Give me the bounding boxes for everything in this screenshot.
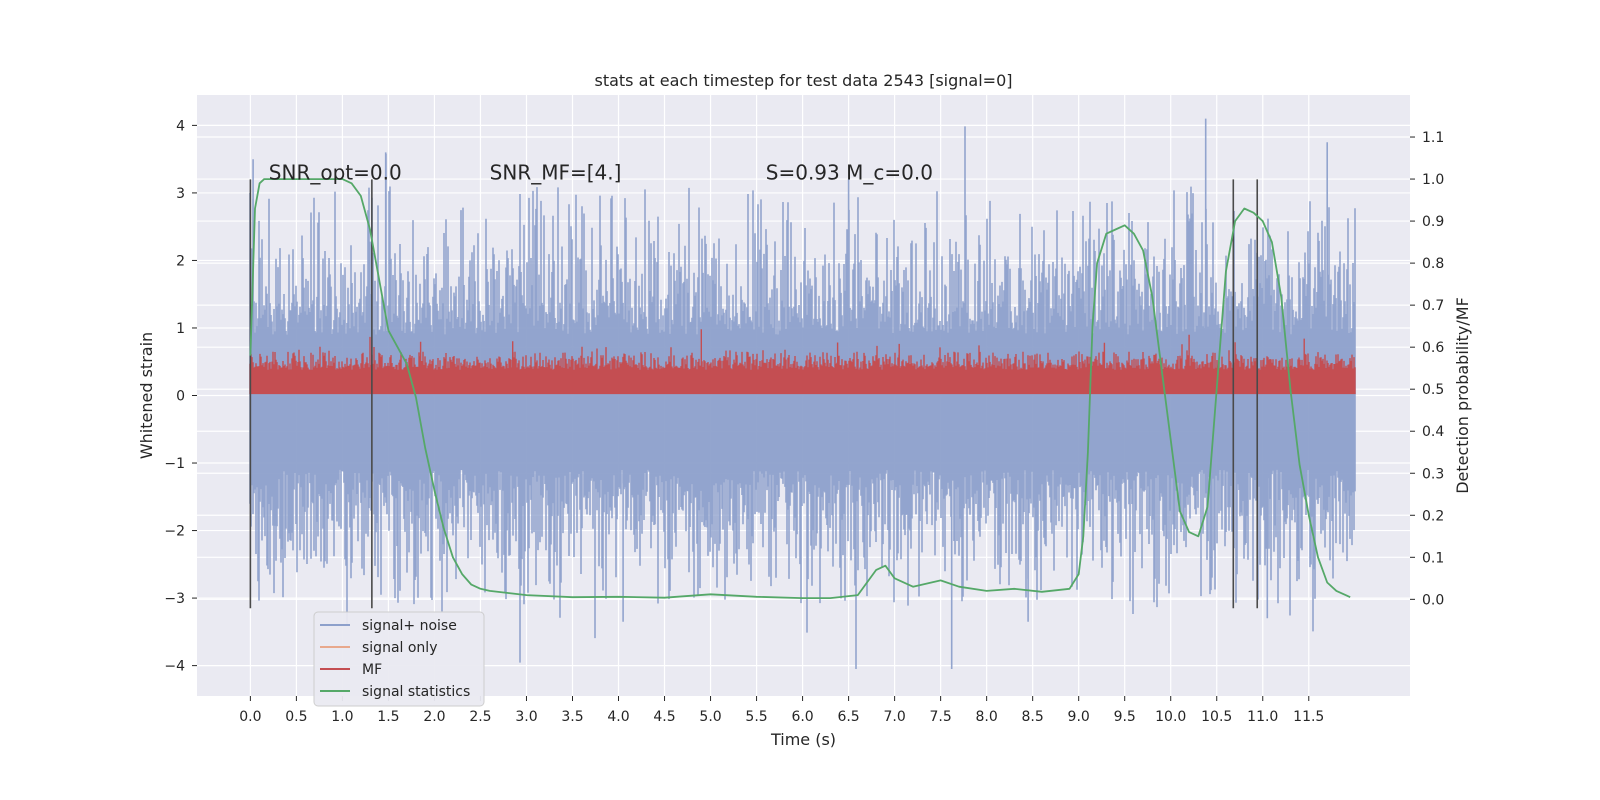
- x-tick-label: 4.5: [653, 709, 675, 725]
- y2-tick-label: 1.0: [1422, 172, 1444, 188]
- legend-entry: signal only: [362, 640, 437, 656]
- annotation: SNR_opt=0.0: [269, 161, 402, 185]
- legend-entry: signal statistics: [362, 684, 470, 700]
- y2-axis-label: Detection probability/MF: [1453, 297, 1472, 494]
- legend: signal+ noise signal only MF signal statist…: [313, 611, 485, 707]
- y-tick-label: 0: [176, 389, 185, 405]
- x-tick-label: 10.5: [1201, 709, 1232, 725]
- x-tick-label: 0.5: [285, 709, 307, 725]
- x-tick-label: 4.0: [607, 709, 629, 725]
- x-tick-label: 11.5: [1293, 709, 1324, 725]
- y2-tick-label: 0.2: [1422, 508, 1444, 524]
- statistic-series-group: [249, 178, 1351, 599]
- y2-tick-label: 1.1: [1422, 130, 1444, 146]
- x-tick-label: 5.5: [745, 709, 767, 725]
- y2-tick-label: 0.0: [1422, 592, 1444, 608]
- y2-tick-label: 0.1: [1422, 550, 1444, 566]
- plot-content: [249, 118, 1356, 669]
- y-tick-label: 2: [176, 253, 185, 269]
- x-tick-label: 8.0: [976, 709, 998, 725]
- y2-tick-label: 0.5: [1422, 382, 1444, 398]
- x-tick-label: 7.5: [929, 709, 951, 725]
- x-tick-label: 2.5: [469, 709, 491, 725]
- x-tick-label: 6.0: [791, 709, 813, 725]
- x-tick-label: 1.0: [331, 709, 353, 725]
- y-tick-label: 4: [176, 118, 185, 134]
- x-tick-label: 6.5: [837, 709, 859, 725]
- y2-tick-label: 0.8: [1422, 256, 1444, 272]
- legend-entry: MF: [362, 662, 382, 678]
- annotations: SNR_opt=0.0 SNR_MF=[4.] S=0.93 M_c=0.0: [269, 161, 933, 185]
- y2-tick-label: 0.9: [1422, 214, 1444, 230]
- y-tick-label: −2: [164, 524, 185, 540]
- x-tick-label: 2.0: [423, 709, 445, 725]
- statistic-series-line: [249, 178, 1351, 599]
- x-tick-label: 10.0: [1155, 709, 1186, 725]
- legend-entry: signal+ noise: [362, 618, 457, 634]
- y-tick-label: 1: [176, 321, 185, 337]
- y-tick-label: −3: [164, 591, 185, 607]
- x-tick-label: 0.0: [239, 709, 261, 725]
- x-tick-label: 9.5: [1114, 709, 1136, 725]
- x-tick-label: 7.0: [883, 709, 905, 725]
- axes-ticks: 0.0 0.5 1.0 1.5 2.0 2.5 3.0 3.5 4.0 4.5 5.0 5.5 6.0 6…: [164, 118, 1444, 725]
- y-tick-label: 3: [176, 186, 185, 202]
- x-axis-label: Time (s): [770, 730, 836, 749]
- y-tick-label: −4: [164, 659, 185, 675]
- x-tick-label: 1.5: [377, 709, 399, 725]
- x-tick-label: 8.5: [1022, 709, 1044, 725]
- annotation: S=0.93 M_c=0.0: [766, 161, 933, 185]
- x-tick-label: 11.0: [1247, 709, 1278, 725]
- legend-box: [313, 611, 485, 707]
- annotation: SNR_MF=[4.]: [490, 161, 622, 185]
- y2-tick-label: 0.4: [1422, 424, 1444, 440]
- chart-title: stats at each timestep for test data 254…: [594, 71, 1012, 90]
- x-tick-label: 3.5: [561, 709, 583, 725]
- y2-tick-label: 0.7: [1422, 298, 1444, 314]
- y2-tick-label: 0.6: [1422, 340, 1444, 356]
- x-tick-label: 3.0: [515, 709, 537, 725]
- y2-tick-label: 0.3: [1422, 466, 1444, 482]
- y-axis-label: Whitened strain: [137, 332, 156, 459]
- x-tick-label: 5.0: [699, 709, 721, 725]
- x-tick-label: 9.0: [1068, 709, 1090, 725]
- vertical-lines: [249, 179, 1259, 609]
- y-tick-label: −1: [164, 456, 185, 472]
